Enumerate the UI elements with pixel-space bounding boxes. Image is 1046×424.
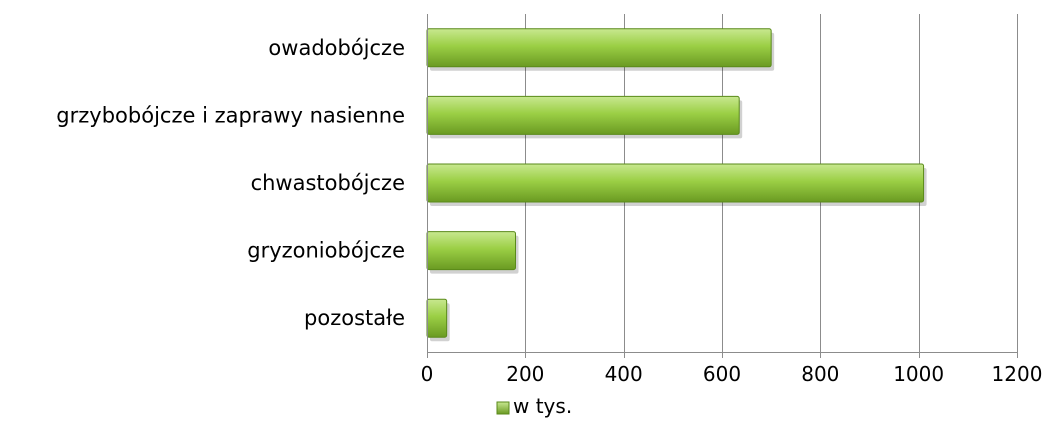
category-labels: owadobójcze grzybobójcze i zaprawy nasien…	[56, 36, 405, 330]
x-tick-label: 200	[506, 362, 544, 386]
category-label: gryzoniobójcze	[247, 239, 405, 263]
axes	[427, 14, 1018, 358]
category-label: owadobójcze	[268, 36, 405, 60]
x-tick-label: 1000	[893, 362, 944, 386]
x-tick-labels: 0 200 400 600 800 1000 1200	[421, 362, 1043, 386]
bar	[426, 231, 516, 271]
bars	[426, 28, 927, 342]
legend: w tys.	[496, 394, 572, 418]
category-label: pozostałe	[304, 306, 405, 330]
bar	[426, 298, 448, 338]
x-tick-label: 400	[605, 362, 643, 386]
bar	[426, 95, 740, 135]
x-tick-label: 0	[421, 362, 434, 386]
category-label: grzybobójcze i zaprawy nasienne	[56, 103, 405, 127]
bar	[426, 163, 925, 203]
category-label: chwastobójcze	[251, 171, 405, 195]
x-tick-label: 800	[801, 362, 839, 386]
legend-label: w tys.	[513, 394, 572, 418]
x-tick-label: 600	[703, 362, 741, 386]
x-tick-label: 1200	[992, 362, 1043, 386]
legend-swatch	[496, 401, 510, 415]
bar	[426, 28, 772, 68]
